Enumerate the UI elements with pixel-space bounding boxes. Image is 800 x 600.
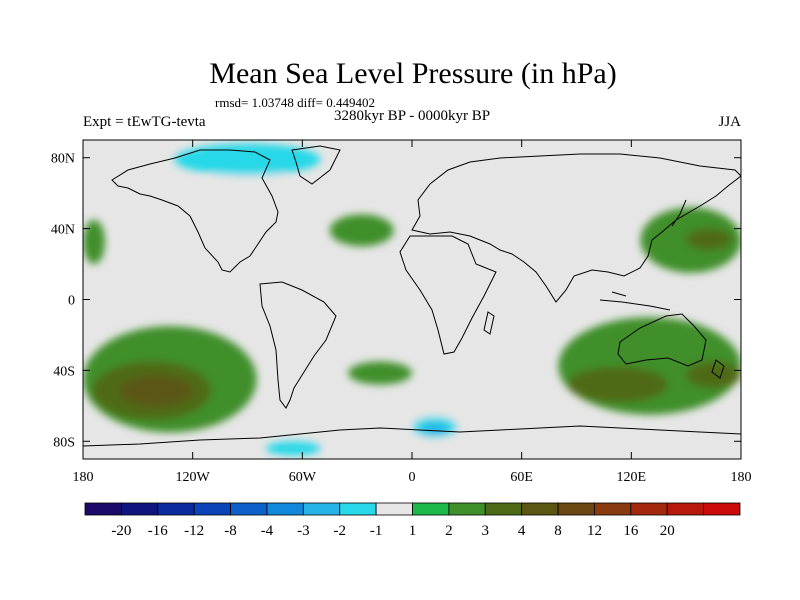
colorbar-swatch (484, 502, 523, 516)
colorbar-label: 12 (587, 523, 602, 539)
coastline-antarctica (83, 425, 741, 447)
colorbar-label: -4 (261, 523, 274, 539)
colorbar-swatch (339, 502, 377, 516)
anomaly-region-southern-ocean-core (421, 423, 449, 435)
anomaly-region-far-east-low (695, 161, 741, 190)
x-tick-label: 60E (510, 470, 533, 485)
x-tick-label: 60W (289, 470, 317, 485)
coastline-south-america (259, 281, 337, 409)
colorbar-swatch (557, 502, 595, 516)
x-tick-label: 0 (409, 470, 416, 485)
colorbar-swatch (266, 502, 304, 516)
anomaly-region-south-pacific-core (119, 375, 193, 406)
coastline-africa (399, 235, 497, 355)
colorbar-swatch (302, 502, 341, 516)
y-tick-label: 40N (51, 223, 75, 238)
coastline-australia (617, 313, 707, 367)
chart-title: Mean Sea Level Pressure (in hPa) (209, 57, 616, 90)
anomaly-region-arctic-low (174, 143, 321, 176)
colorbar-swatch (666, 502, 705, 516)
anomaly-region-siberia-low (521, 148, 577, 176)
y-tick-label: 80S (53, 435, 75, 450)
colorbar-label: 4 (518, 523, 526, 539)
period-label: 3280kyr BP - 0000kyr BP (334, 108, 490, 124)
anomaly-region-eurasia-low (412, 202, 486, 238)
colorbar-swatch (448, 502, 486, 516)
colorbar-swatch (120, 502, 159, 516)
anomaly-region-south-atlantic (348, 361, 412, 385)
colorbar-swatch (230, 502, 268, 516)
colorbar-label: -1 (370, 523, 383, 539)
colorbar-label: 8 (554, 523, 562, 539)
stats-line: rmsd= 1.03748 diff= 0.449402 (215, 95, 375, 110)
anomaly-region-west-pacific-core (686, 228, 732, 250)
colorbar-swatch (630, 502, 668, 516)
coastline-eurasia (411, 153, 741, 303)
anomaly-region-indian-ocean-mid (567, 366, 668, 403)
colorbar-label: -8 (224, 523, 237, 539)
colorbar-label: -3 (297, 523, 310, 539)
coastline-japan (671, 199, 687, 227)
colorbar-swatch (521, 502, 559, 516)
colorbar-label: -12 (184, 523, 204, 539)
coastline-madagascar (483, 311, 495, 335)
coastline-new-zealand (711, 359, 725, 379)
coastline-greenland (291, 145, 341, 185)
colorbar-label: -2 (333, 523, 346, 539)
x-tick-label: 180 (73, 470, 94, 485)
colorbar-label: 16 (623, 523, 639, 539)
colorbar-swatch (412, 502, 450, 516)
colorbar-label: 2 (445, 523, 453, 539)
colorbar-swatch (193, 502, 231, 516)
y-tick-label: 0 (68, 294, 75, 309)
colorbar-swatch (84, 502, 122, 516)
colorbar-swatch (703, 502, 741, 516)
anomaly-region-australia-core (686, 361, 741, 389)
colorbar-swatch (594, 502, 632, 516)
anomaly-region-north-atlantic (329, 214, 394, 247)
coastline-indonesia (599, 291, 671, 311)
anomaly-region-north-america-low (192, 166, 303, 233)
anomaly-region-antarctic-low (265, 441, 321, 456)
colorbar-swatch (157, 502, 195, 516)
anomaly-region-central-asia-low (521, 202, 577, 243)
x-tick-label: 120W (176, 470, 211, 485)
colorbar-label: -20 (111, 523, 131, 539)
colorbar-label: 20 (660, 523, 675, 539)
colorbar-label: 3 (482, 523, 490, 539)
coastline-north-america (111, 149, 279, 273)
colorbar-swatch (375, 502, 413, 516)
x-tick-label: 180 (731, 470, 752, 485)
y-tick-label: 40S (53, 364, 75, 379)
y-tick-label: 80N (51, 152, 75, 167)
colorbar-label: -16 (148, 523, 168, 539)
experiment-label: Expt = tEwTG-tevta (83, 114, 206, 130)
colorbar-label: 1 (409, 523, 417, 539)
season-label: JJA (718, 114, 741, 130)
x-tick-label: 120E (617, 470, 647, 485)
anomaly-region-n-pacific-high (83, 219, 105, 265)
